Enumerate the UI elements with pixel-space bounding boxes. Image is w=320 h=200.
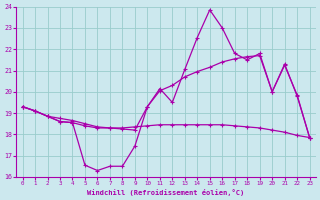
X-axis label: Windchill (Refroidissement éolien,°C): Windchill (Refroidissement éolien,°C) bbox=[87, 189, 245, 196]
